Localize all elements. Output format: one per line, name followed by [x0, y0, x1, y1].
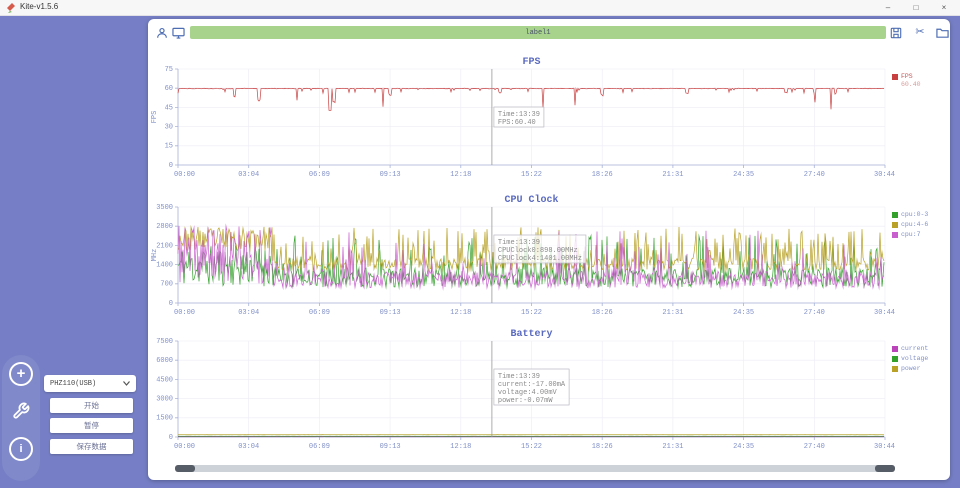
display-icon	[171, 27, 185, 39]
window-controls: – □ ×	[874, 0, 958, 15]
cpu-clock-chart-legend: cpu:0-3 cpu:4-6 cpu:7	[892, 211, 948, 241]
legend-label: cpu:0-3	[901, 211, 929, 218]
pause-button[interactable]: 暂停	[50, 418, 133, 433]
legend-entry: cpu:0-3	[892, 211, 948, 218]
time-range-slider[interactable]	[175, 465, 895, 472]
minimize-button[interactable]: –	[885, 3, 891, 12]
titlebar: Kite-v1.5.6 – □ ×	[0, 0, 960, 16]
save-icon	[890, 27, 902, 38]
legend-entry: current	[892, 345, 948, 352]
wrench-icon	[13, 402, 30, 419]
info-icon: i	[19, 443, 23, 455]
user-icon-button[interactable]	[154, 25, 170, 40]
progress-label: label1	[525, 28, 551, 37]
chevron-down-icon	[123, 381, 130, 386]
add-button[interactable]: +	[9, 362, 33, 386]
legend-entry: cpu:4-6	[892, 221, 948, 228]
save-data-button[interactable]: 保存数据	[50, 439, 133, 454]
fps-chart-canvas[interactable]	[148, 53, 900, 193]
legend-entry: power	[892, 365, 948, 372]
fps-chart: FPS 60.40	[148, 53, 950, 193]
legend-label: power	[901, 365, 921, 372]
legend-label: cpu:7	[901, 231, 921, 238]
legend-swatch-icon	[892, 345, 898, 352]
folder-icon	[935, 28, 949, 38]
open-folder-button[interactable]	[934, 25, 950, 40]
cpu-clock-chart-canvas[interactable]	[148, 191, 900, 331]
device-select[interactable]: PHZ110(USB)	[44, 375, 136, 392]
start-button[interactable]: 开始	[50, 398, 133, 413]
legend-entry: cpu:7	[892, 231, 948, 238]
legend-swatch-icon	[892, 231, 898, 238]
tools-button[interactable]	[9, 399, 33, 423]
legend-label: cpu:4-6	[901, 221, 929, 228]
fps-chart-legend: FPS 60.40	[892, 73, 948, 91]
slider-handle-right[interactable]	[875, 465, 895, 472]
legend-swatch-icon	[892, 73, 898, 80]
app-icon	[7, 3, 15, 13]
legend-label: current	[901, 345, 929, 352]
legend-swatch-icon	[892, 221, 898, 228]
maximize-button[interactable]: □	[913, 3, 919, 12]
user-icon	[157, 27, 167, 38]
legend-value: 60.40	[901, 81, 921, 88]
legend-swatch-icon	[892, 211, 898, 218]
window-title: Kite-v1.5.6	[20, 2, 59, 11]
cpu-clock-chart: cpu:0-3 cpu:4-6 cpu:7	[148, 191, 950, 331]
legend-label: voltage	[901, 355, 929, 362]
battery-chart: current voltage power	[148, 325, 950, 465]
scissors-icon: ✂	[915, 26, 925, 38]
legend-swatch-icon	[892, 365, 898, 372]
info-button[interactable]: i	[9, 437, 33, 461]
progress-bar: label1	[190, 26, 886, 39]
cut-button[interactable]: ✂	[912, 25, 928, 40]
legend-swatch-icon	[892, 355, 898, 362]
display-icon-button[interactable]	[170, 25, 186, 40]
legend-entry: FPS	[892, 73, 948, 80]
battery-chart-legend: current voltage power	[892, 345, 948, 375]
device-select-value: PHZ110(USB)	[50, 379, 97, 388]
legend-label: FPS	[901, 73, 913, 80]
slider-handle-left[interactable]	[175, 465, 195, 472]
plus-icon: +	[16, 365, 26, 382]
main-panel: label1 ✂ FPS 60.40 cpu:0-3 cpu:4-6 cpu:7 cu…	[148, 19, 950, 480]
save-button[interactable]	[888, 25, 904, 40]
close-button[interactable]: ×	[941, 3, 947, 12]
battery-chart-canvas[interactable]	[148, 325, 900, 465]
legend-entry: voltage	[892, 355, 948, 362]
